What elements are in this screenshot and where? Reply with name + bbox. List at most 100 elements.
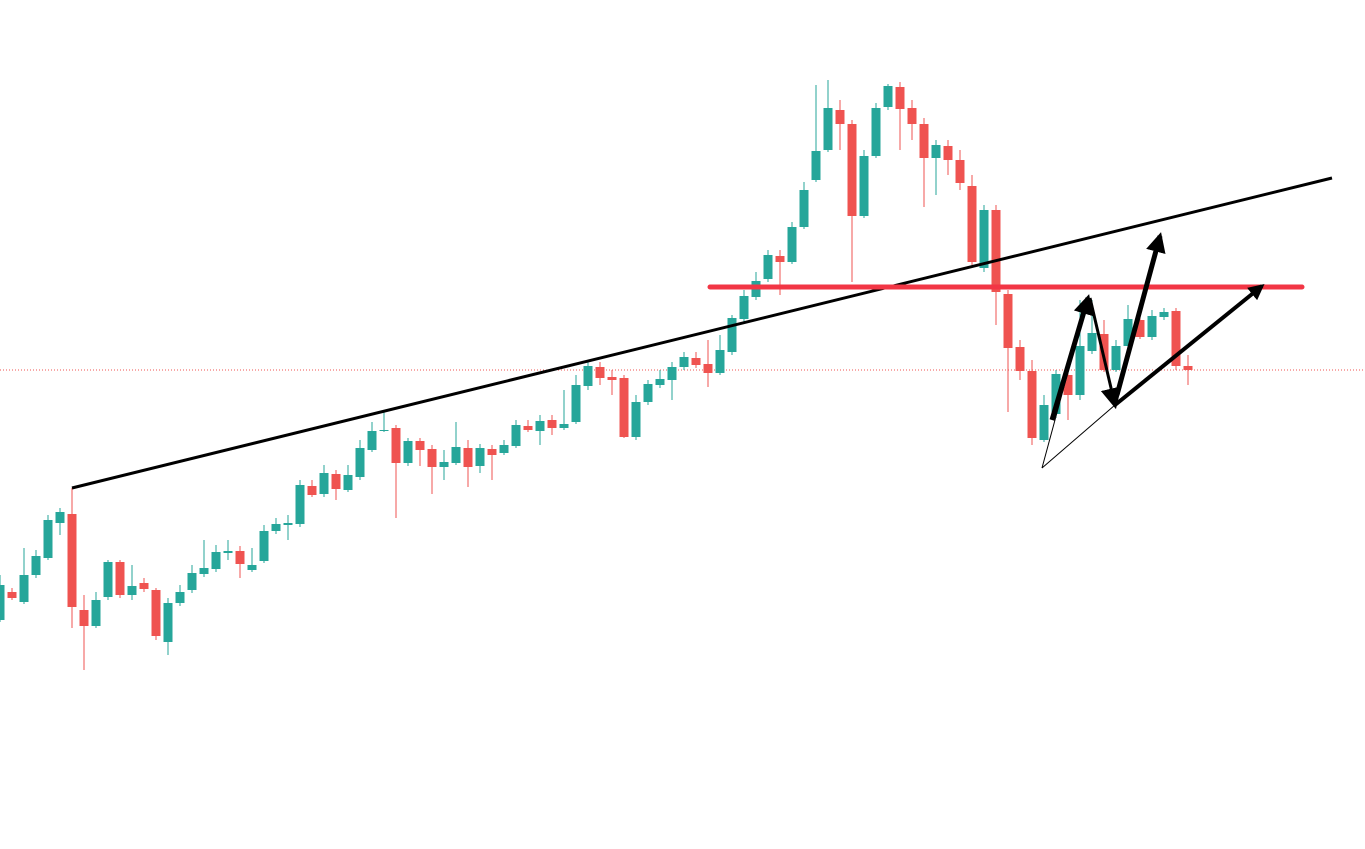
candle-body — [619, 378, 629, 437]
candle-body — [355, 448, 365, 477]
candle-body — [43, 520, 53, 558]
candle-body — [1051, 374, 1061, 414]
candle-body — [1123, 319, 1133, 346]
candle-body — [715, 350, 725, 373]
candles — [0, 80, 1193, 670]
candle-body — [535, 421, 545, 431]
candle-body — [1147, 316, 1157, 337]
candle-body — [259, 531, 269, 561]
candle-body — [439, 462, 449, 467]
candle-body — [811, 151, 821, 180]
candle-body — [847, 124, 857, 216]
candle-body — [1183, 366, 1193, 370]
candle-body — [727, 318, 737, 352]
candle-body — [163, 603, 173, 642]
candle-body — [463, 448, 473, 467]
candle-body — [859, 156, 869, 216]
candle-body — [547, 420, 557, 428]
candle-body — [271, 524, 281, 531]
candle-body — [883, 86, 893, 107]
candle-body — [823, 108, 833, 150]
candle-body — [79, 610, 89, 626]
candle-body — [631, 402, 641, 437]
candle-body — [835, 110, 845, 124]
candle-body — [739, 296, 749, 319]
candle-body — [787, 227, 797, 262]
candle-body — [19, 575, 29, 602]
candle-body — [1111, 346, 1121, 370]
arrow — [1049, 294, 1094, 421]
candle-body — [679, 357, 689, 367]
candle-body — [1171, 311, 1181, 366]
support-line — [1041, 404, 1116, 469]
candle-body — [0, 585, 5, 620]
candle-body — [1135, 320, 1145, 337]
candle-body — [1003, 294, 1013, 348]
candle-body — [607, 377, 617, 380]
candle-body — [487, 449, 497, 455]
candle-body — [919, 124, 929, 158]
candle-body — [1087, 333, 1097, 351]
candle-body — [703, 364, 713, 373]
candle-body — [151, 590, 161, 636]
candle-body — [187, 573, 197, 590]
candle-body — [907, 108, 917, 124]
candle-body — [307, 486, 317, 495]
candle-body — [451, 447, 461, 463]
candle-body — [139, 583, 149, 589]
candle-body — [991, 210, 1001, 292]
candle-body — [103, 562, 113, 597]
candle-body — [643, 384, 653, 402]
candle-body — [319, 473, 329, 494]
candle-body — [583, 366, 593, 386]
candle-body — [295, 485, 305, 524]
candle-body — [967, 186, 977, 262]
candle-body — [283, 523, 293, 525]
candle-body — [247, 565, 257, 570]
candle-body — [931, 145, 941, 158]
candle-body — [91, 600, 101, 626]
candle-body — [235, 551, 245, 564]
candle-body — [175, 592, 185, 603]
candle-body — [595, 367, 605, 378]
trend-line — [71, 176, 1333, 490]
candle-body — [1039, 405, 1049, 440]
candle-body — [499, 445, 509, 453]
candle-body — [67, 514, 77, 607]
candle-body — [943, 146, 953, 160]
candle-body — [895, 87, 905, 109]
candle-body — [775, 256, 785, 262]
candle-body — [1027, 371, 1037, 438]
candle-body — [523, 426, 533, 430]
candle-body — [115, 562, 125, 595]
candle-body — [391, 428, 401, 463]
candle-body — [655, 379, 665, 385]
candle-body — [1015, 347, 1025, 371]
candle-body — [559, 424, 569, 428]
candle-body — [955, 160, 965, 183]
candle-body — [871, 108, 881, 156]
candle-body — [415, 441, 425, 450]
candle-body — [571, 385, 581, 422]
candle-body — [331, 474, 341, 489]
candle-body — [199, 568, 209, 574]
candle-body — [403, 441, 413, 463]
candle-body — [763, 255, 773, 279]
candle-body — [211, 552, 221, 569]
arrow — [1113, 283, 1265, 407]
candle-body — [979, 210, 989, 268]
arrow — [1114, 232, 1166, 396]
candle-body — [55, 512, 65, 523]
candle-body — [1063, 375, 1073, 395]
candle-body — [343, 475, 353, 490]
arrow — [1088, 297, 1122, 410]
candle-body — [427, 449, 437, 467]
candle-body — [1075, 346, 1085, 395]
candle-body — [511, 425, 521, 446]
drawings — [71, 176, 1333, 490]
candle-body — [31, 556, 41, 575]
candle-body — [1159, 312, 1169, 317]
candle-body — [475, 448, 485, 466]
candle-body — [691, 358, 701, 365]
